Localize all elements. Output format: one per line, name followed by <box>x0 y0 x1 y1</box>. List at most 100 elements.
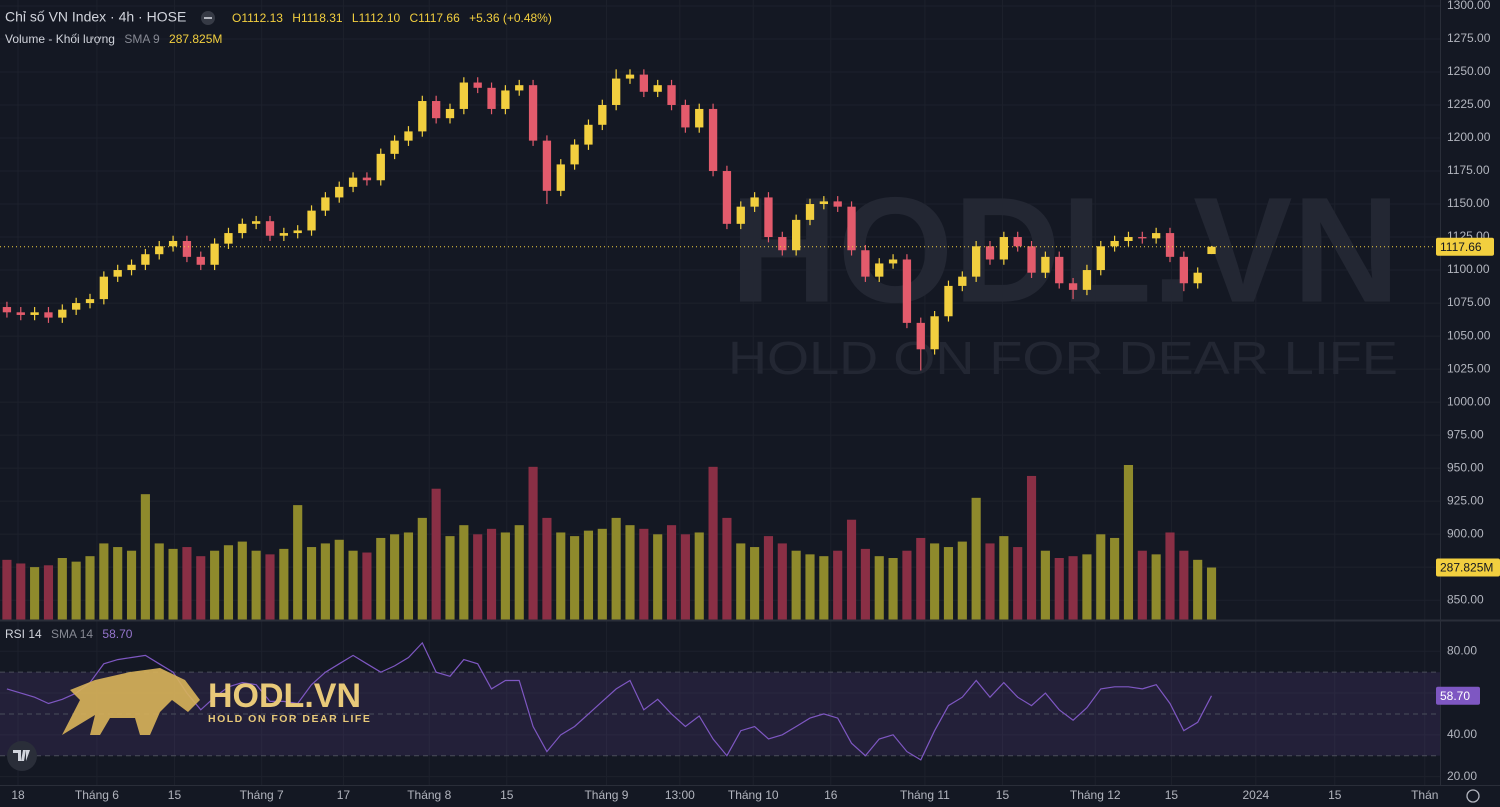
candle-body <box>501 90 510 109</box>
y-tick-label: 1275.00 <box>1447 31 1491 45</box>
x-tick-label: Tháng 8 <box>407 788 451 802</box>
volume-bar <box>930 543 940 620</box>
candle-body <box>708 108 718 172</box>
ohlc-legend: O1112.13 H1118.31 L1112.10 C1117.66 +5.3… <box>232 11 552 25</box>
volume-bar <box>1165 532 1175 620</box>
axis-settings[interactable] <box>1466 789 1480 803</box>
candle-body <box>861 250 870 277</box>
volume-bar <box>888 558 898 620</box>
last-price-box <box>1436 237 1494 256</box>
rsi-name: RSI 14 <box>5 627 42 641</box>
volume-bar <box>1179 550 1189 620</box>
volume-bar <box>210 550 220 620</box>
volume-bar <box>334 539 344 620</box>
candle-body <box>279 233 288 236</box>
candle-body <box>348 177 358 187</box>
candle-body <box>404 131 413 141</box>
volume-bar <box>999 536 1009 620</box>
ohlc-low: L1112.10 <box>352 11 401 25</box>
last-price-label: 1117.66 <box>1440 240 1482 254</box>
volume-bar <box>403 532 414 620</box>
candle-body <box>58 309 67 318</box>
candle-body <box>141 254 150 265</box>
volume-bar <box>833 550 843 620</box>
volume-bar <box>113 547 123 620</box>
candle-body <box>612 78 621 105</box>
volume-bar <box>320 543 330 620</box>
volume-bar <box>791 550 801 620</box>
grid <box>0 671 1440 757</box>
candle-body <box>2 307 12 313</box>
volume-bar <box>1110 537 1120 620</box>
volume-bar <box>237 541 247 620</box>
x-tick-label: 15 <box>1328 788 1342 802</box>
candle-body <box>99 276 108 300</box>
volume-bar <box>985 543 995 620</box>
candle-body <box>265 221 275 236</box>
x-tick-label: 13:00 <box>665 788 695 802</box>
rsi-tick-label: 40.00 <box>1447 727 1477 741</box>
candle-body <box>847 206 856 251</box>
volume-bar <box>916 537 926 620</box>
candle-body <box>1027 246 1036 273</box>
candle-body <box>1138 237 1147 239</box>
volume-bar <box>763 536 774 620</box>
volume-bar <box>223 545 234 620</box>
candle-body <box>902 259 912 323</box>
marks <box>0 69 1440 761</box>
volume-bar <box>1137 550 1147 620</box>
rsi-last-label: 58.70 <box>1440 689 1470 703</box>
candle-body <box>127 264 136 271</box>
rsi-last: 58.70 <box>102 627 132 641</box>
candle-body <box>1124 237 1133 242</box>
x-tick-label: 2024 <box>1242 788 1269 802</box>
x-tick-label: 18 <box>11 788 25 802</box>
logo-brand: HODL.VN <box>208 677 361 715</box>
volume-bar <box>265 554 275 620</box>
y-tick-label: 950.00 <box>1447 460 1484 474</box>
volume-bar <box>611 517 621 620</box>
candle-body <box>182 241 192 257</box>
y-tick-label: 1250.00 <box>1447 64 1491 78</box>
y-tick-label: 1225.00 <box>1447 97 1491 111</box>
candle-body <box>875 263 884 277</box>
volume-bar <box>542 517 552 620</box>
rsi-sma: SMA 14 <box>51 627 93 641</box>
rsi-line <box>6 641 1213 761</box>
candle-body <box>736 206 745 224</box>
candle-body <box>335 186 344 198</box>
volume-bar <box>902 550 912 620</box>
candle-body <box>1055 256 1064 284</box>
candle-body <box>362 177 372 181</box>
x-tick-label: Tháng 6 <box>75 788 119 802</box>
candle-body <box>999 237 1008 260</box>
y-tick-label: 975.00 <box>1447 427 1484 441</box>
candle-body <box>224 233 233 244</box>
volume-bar <box>805 554 815 620</box>
volume-bar <box>777 543 787 620</box>
volume-bar <box>570 536 580 620</box>
volume-bar <box>182 547 192 620</box>
volume-bar <box>85 556 95 620</box>
candle-body <box>113 270 122 277</box>
volume-bar <box>583 530 594 620</box>
candle-body <box>418 101 427 132</box>
volume-bar <box>653 534 663 620</box>
volume-bar <box>1068 556 1078 620</box>
candle-body <box>293 230 302 234</box>
candle-body <box>1110 241 1119 247</box>
x-tick-label: Tháng 10 <box>728 788 779 802</box>
x-tick-label: Tháng 11 <box>900 788 950 802</box>
volume-bar <box>1054 558 1064 620</box>
volume-legend: Volume - Khối lượng SMA 9 287.825M <box>5 32 222 46</box>
change: +5.36 (+0.48%) <box>469 11 552 25</box>
y-tick-label: 1150.00 <box>1447 196 1490 210</box>
candle-body <box>792 219 801 251</box>
volume-bar <box>279 548 289 620</box>
rsi-legend: RSI 14 SMA 14 58.70 <box>5 627 133 641</box>
volume-bar <box>431 488 441 620</box>
candle-body <box>930 316 939 350</box>
logo-bull <box>62 668 200 735</box>
y-tick-label: 1050.00 <box>1447 328 1491 342</box>
